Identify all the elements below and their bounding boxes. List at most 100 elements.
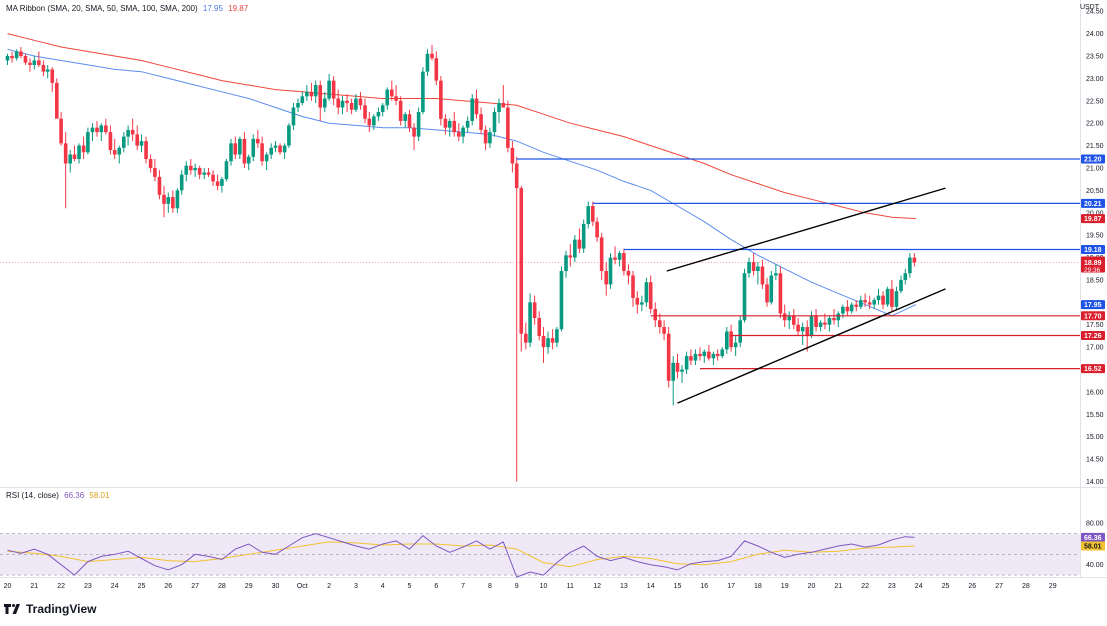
candle-body[interactable]: [867, 302, 872, 305]
candle-body[interactable]: [778, 273, 783, 314]
candle-body[interactable]: [233, 143, 238, 155]
candle-body[interactable]: [613, 257, 617, 260]
candle-body[interactable]: [742, 273, 747, 321]
trendline[interactable]: [677, 288, 946, 404]
candle-body[interactable]: [514, 163, 519, 189]
candle-body[interactable]: [122, 136, 126, 148]
candle-body[interactable]: [648, 282, 653, 310]
candle-body[interactable]: [385, 89, 390, 106]
candle-body[interactable]: [282, 145, 287, 153]
candle-body[interactable]: [135, 134, 140, 146]
candle-body[interactable]: [765, 284, 769, 303]
candle-body[interactable]: [595, 221, 599, 238]
candle-body[interactable]: [832, 318, 836, 321]
candle-body[interactable]: [296, 103, 300, 108]
candle-body[interactable]: [189, 165, 193, 171]
candle-body[interactable]: [32, 60, 37, 65]
candle-body[interactable]: [635, 297, 640, 305]
candle-body[interactable]: [617, 253, 622, 260]
candle-body[interactable]: [327, 80, 331, 99]
candle-body[interactable]: [608, 257, 613, 285]
candle-body[interactable]: [524, 333, 528, 343]
candle-body[interactable]: [376, 111, 381, 117]
candle-body[interactable]: [390, 89, 394, 97]
candle-body[interactable]: [206, 172, 211, 175]
candle-body[interactable]: [702, 351, 707, 357]
candle-body[interactable]: [23, 55, 28, 63]
candle-body[interactable]: [14, 51, 19, 59]
candle-body[interactable]: [528, 302, 532, 343]
candle-body[interactable]: [814, 315, 818, 327]
candle-body[interactable]: [197, 167, 202, 175]
candle-body[interactable]: [581, 223, 586, 249]
candle-body[interactable]: [671, 362, 676, 381]
candle-body[interactable]: [367, 118, 372, 126]
candle-body[interactable]: [380, 105, 385, 112]
candle-body[interactable]: [256, 138, 260, 144]
candle-body[interactable]: [144, 141, 148, 160]
candle-body[interactable]: [81, 145, 86, 153]
candle-body[interactable]: [738, 320, 743, 343]
candle-body[interactable]: [407, 114, 412, 128]
tradingview-brand[interactable]: TradingView: [4, 602, 96, 616]
candle-body[interactable]: [193, 167, 197, 171]
candle-body[interactable]: [331, 80, 336, 99]
candle-body[interactable]: [220, 179, 224, 186]
candle-body[interactable]: [792, 315, 796, 325]
candle-body[interactable]: [809, 315, 814, 336]
candle-body[interactable]: [242, 138, 247, 164]
candle-body[interactable]: [130, 129, 135, 135]
candle-body[interactable]: [108, 132, 113, 151]
candle-body[interactable]: [10, 55, 14, 59]
candle-body[interactable]: [184, 165, 189, 175]
candle-body[interactable]: [349, 103, 354, 110]
candle-body[interactable]: [604, 270, 609, 285]
candle-body[interactable]: [179, 174, 184, 191]
candle-body[interactable]: [394, 96, 398, 101]
candle-body[interactable]: [720, 349, 725, 357]
candle-body[interactable]: [474, 98, 479, 115]
candle-body[interactable]: [666, 333, 671, 381]
candle-body[interactable]: [488, 132, 492, 144]
candle-body[interactable]: [287, 125, 291, 146]
candle-body[interactable]: [59, 118, 63, 144]
candle-body[interactable]: [229, 143, 233, 162]
candle-body[interactable]: [890, 288, 894, 307]
candle-body[interactable]: [591, 206, 595, 222]
sma200-line[interactable]: [7, 33, 917, 220]
candle-body[interactable]: [162, 194, 166, 204]
candle-body[interactable]: [823, 322, 827, 325]
candle-body[interactable]: [41, 64, 46, 72]
candle-body[interactable]: [358, 98, 363, 106]
candle-body[interactable]: [211, 174, 215, 182]
candle-body[interactable]: [653, 309, 658, 321]
candle-body[interactable]: [859, 300, 863, 307]
candle-body[interactable]: [483, 129, 488, 144]
candle-body[interactable]: [264, 154, 269, 162]
candle-body[interactable]: [430, 53, 434, 59]
candle-body[interactable]: [506, 107, 510, 148]
candle-body[interactable]: [568, 255, 573, 258]
candle-body[interactable]: [153, 167, 157, 177]
candle-body[interactable]: [881, 295, 885, 305]
candle-body[interactable]: [171, 197, 175, 209]
candle-body[interactable]: [573, 239, 577, 258]
candle-body[interactable]: [202, 172, 207, 175]
candle-body[interactable]: [95, 127, 99, 133]
candle-body[interactable]: [86, 132, 90, 153]
candle-body[interactable]: [269, 147, 274, 155]
candle-body[interactable]: [55, 82, 59, 119]
candle-body[interactable]: [577, 239, 582, 249]
candle-body[interactable]: [894, 291, 899, 307]
candle-body[interactable]: [5, 55, 10, 61]
candle-body[interactable]: [711, 353, 716, 359]
candle-body[interactable]: [63, 143, 68, 164]
candle-body[interactable]: [238, 138, 242, 155]
candle-body[interactable]: [175, 190, 180, 209]
candle-body[interactable]: [300, 96, 305, 104]
candle-body[interactable]: [912, 257, 917, 263]
candle-body[interactable]: [725, 331, 729, 350]
candle-body[interactable]: [470, 98, 475, 121]
candle-body[interactable]: [224, 161, 229, 180]
candle-body[interactable]: [836, 313, 841, 321]
